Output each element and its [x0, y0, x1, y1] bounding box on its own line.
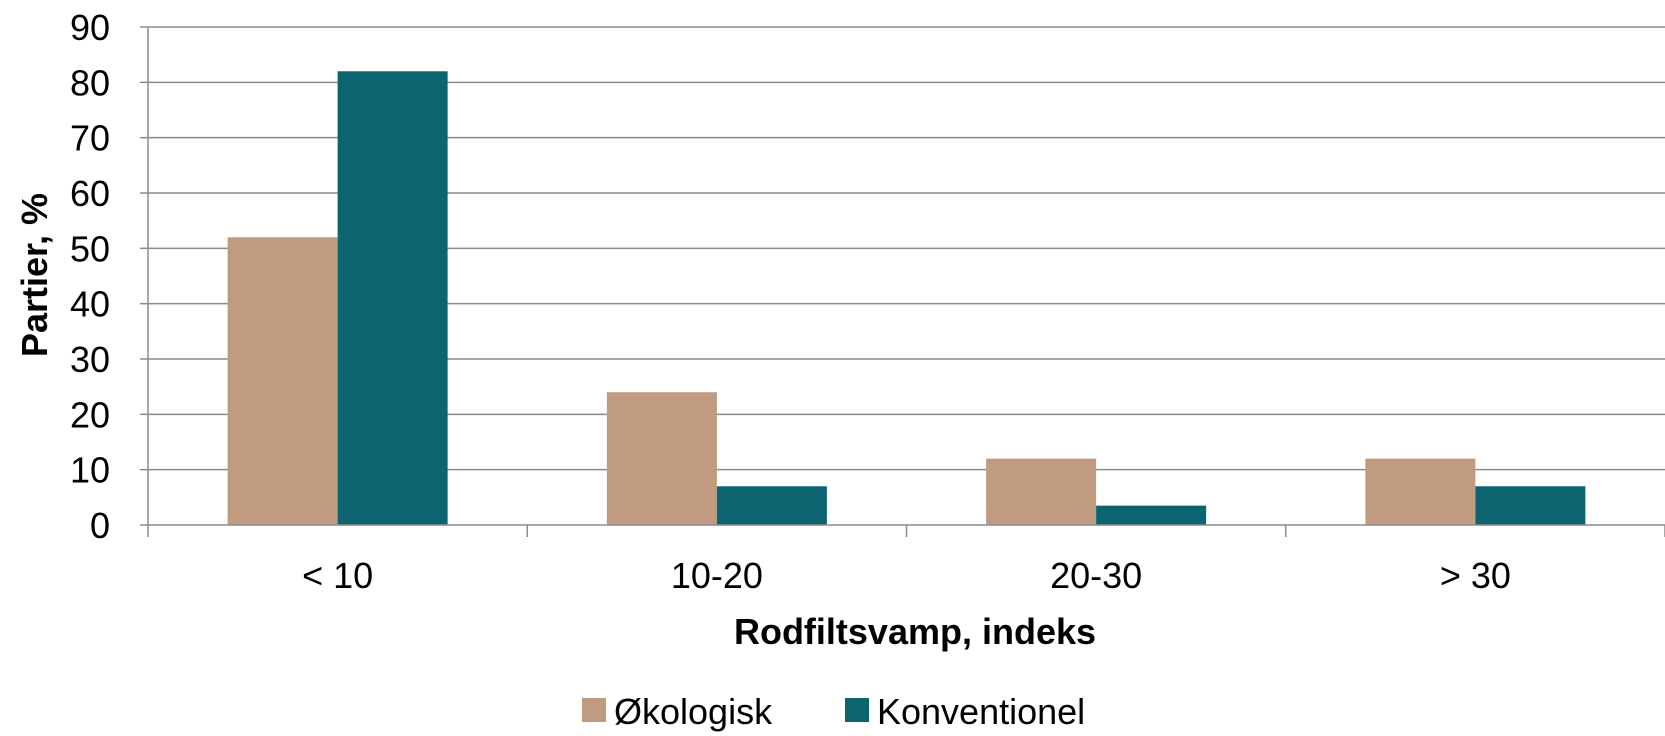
- bar-okologisk-0: [227, 237, 338, 525]
- y-tick-label: 50: [70, 228, 110, 269]
- x-tick-label: > 30: [1440, 555, 1511, 596]
- bar-okologisk-2: [986, 458, 1097, 525]
- legend-label-konventionel: Konventionel: [877, 691, 1085, 732]
- legend-label-okologisk: Økologisk: [614, 691, 773, 732]
- bar-okologisk-1: [606, 392, 717, 525]
- bar-konventionel-1: [716, 486, 827, 525]
- bar-okologisk-3: [1365, 458, 1476, 525]
- y-axis-tick-labels: 0 10 20 30 40 50 60 70 80 90: [70, 7, 110, 546]
- bars: [227, 71, 1586, 526]
- y-tick-label: 30: [70, 339, 110, 380]
- y-tick-label: 60: [70, 173, 110, 214]
- axes: [140, 26, 1665, 537]
- y-tick-label: 70: [70, 118, 110, 159]
- x-tick-label: 10-20: [671, 555, 763, 596]
- legend-swatch-konventionel: [845, 698, 869, 722]
- bar-konventionel-2: [1096, 505, 1207, 525]
- bar-konventionel-0: [337, 71, 448, 526]
- legend: Økologisk Konventionel: [582, 691, 1085, 732]
- y-tick-label: 80: [70, 62, 110, 103]
- x-axis-tick-labels: < 10 10-20 20-30 > 30: [302, 555, 1511, 596]
- y-axis-title: Partier, %: [14, 193, 55, 357]
- bar-konventionel-3: [1475, 486, 1586, 525]
- legend-swatch-okologisk: [582, 698, 606, 722]
- y-tick-label: 20: [70, 394, 110, 435]
- x-axis-title: Rodfiltsvamp, indeks: [734, 611, 1096, 652]
- x-tick-label: 20-30: [1050, 555, 1142, 596]
- y-tick-label: 90: [70, 7, 110, 48]
- y-tick-label: 10: [70, 450, 110, 491]
- x-tick-label: < 10: [302, 555, 373, 596]
- y-tick-label: 0: [90, 505, 110, 546]
- y-tick-label: 40: [70, 284, 110, 325]
